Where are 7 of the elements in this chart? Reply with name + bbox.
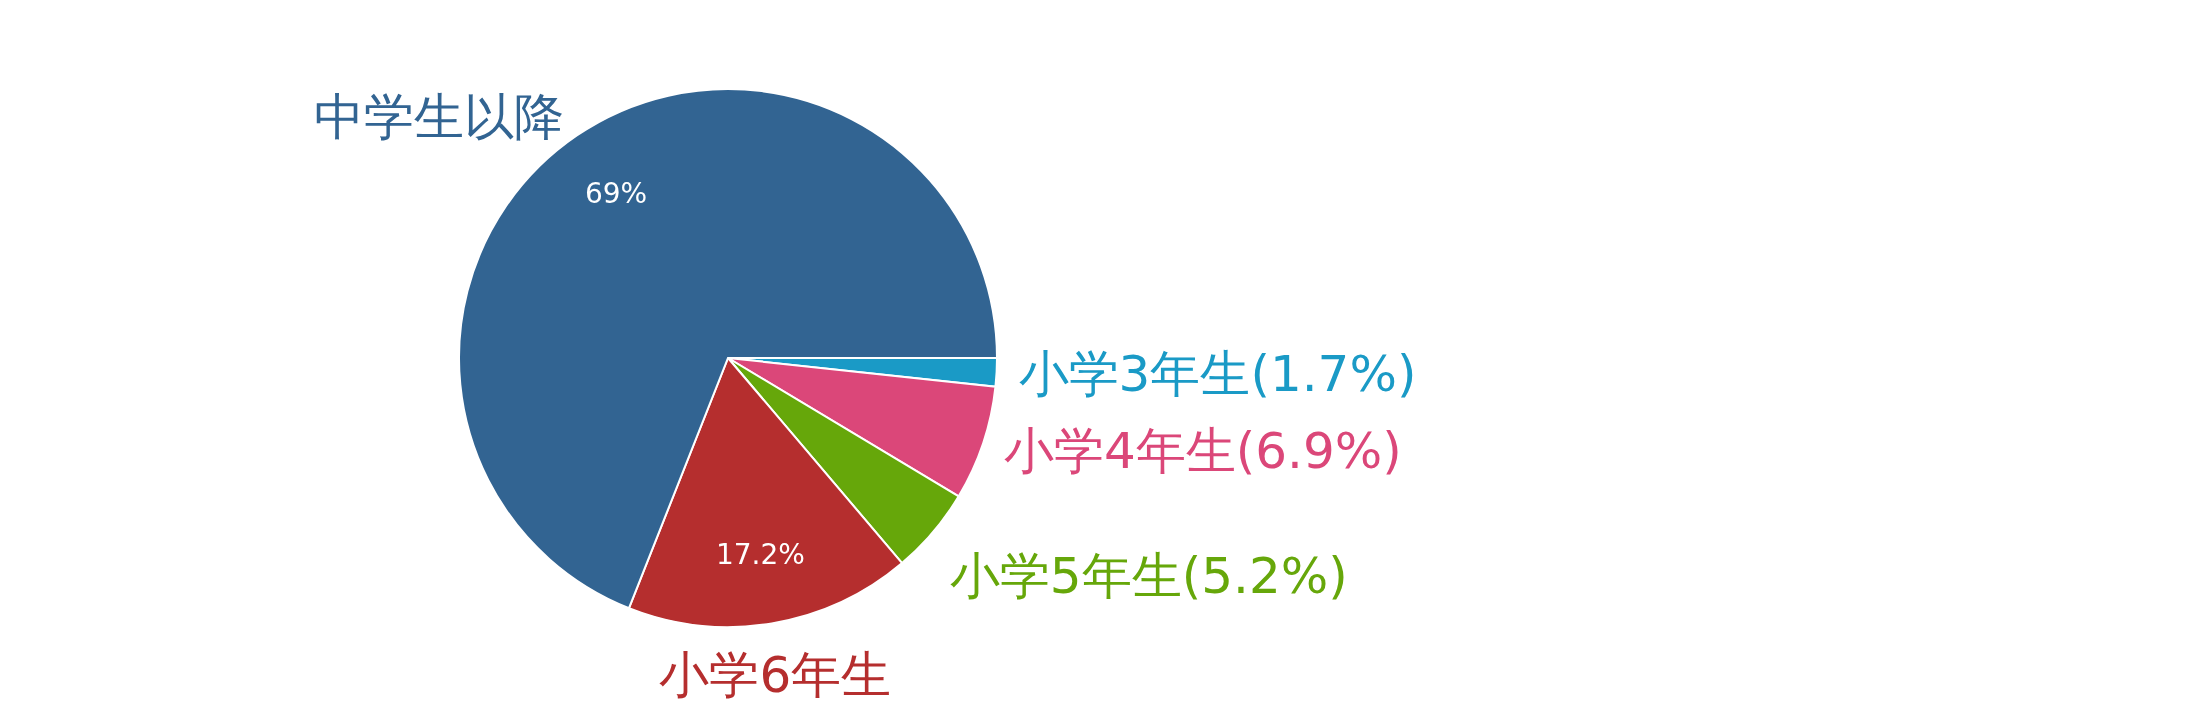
- slice-label: 小学3年生(1.7%): [1018, 344, 1417, 403]
- data-label: 17.2%: [715, 537, 805, 571]
- slice-label: 小学6年生: [659, 646, 892, 705]
- data-label: 69%: [584, 176, 648, 210]
- slice-label: 小学5年生(5.2%): [949, 547, 1348, 606]
- slice-label: 中学生以降: [314, 88, 565, 147]
- slice-label: 小学4年生(6.9%): [1003, 421, 1402, 480]
